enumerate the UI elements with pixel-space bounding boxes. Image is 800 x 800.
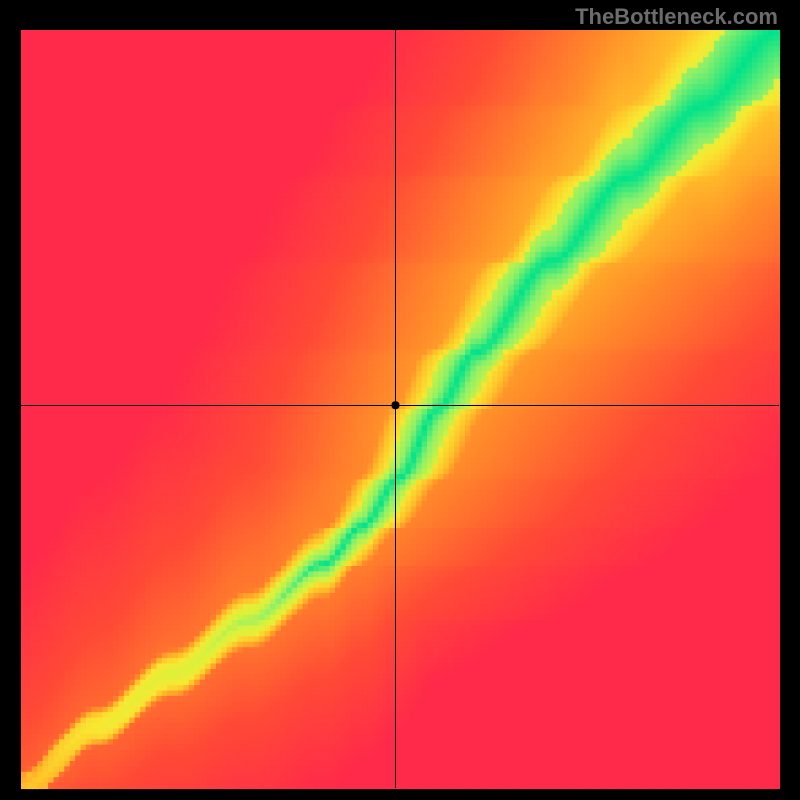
chart-container: TheBottleneck.com	[0, 0, 800, 800]
heatmap-canvas	[0, 0, 800, 800]
